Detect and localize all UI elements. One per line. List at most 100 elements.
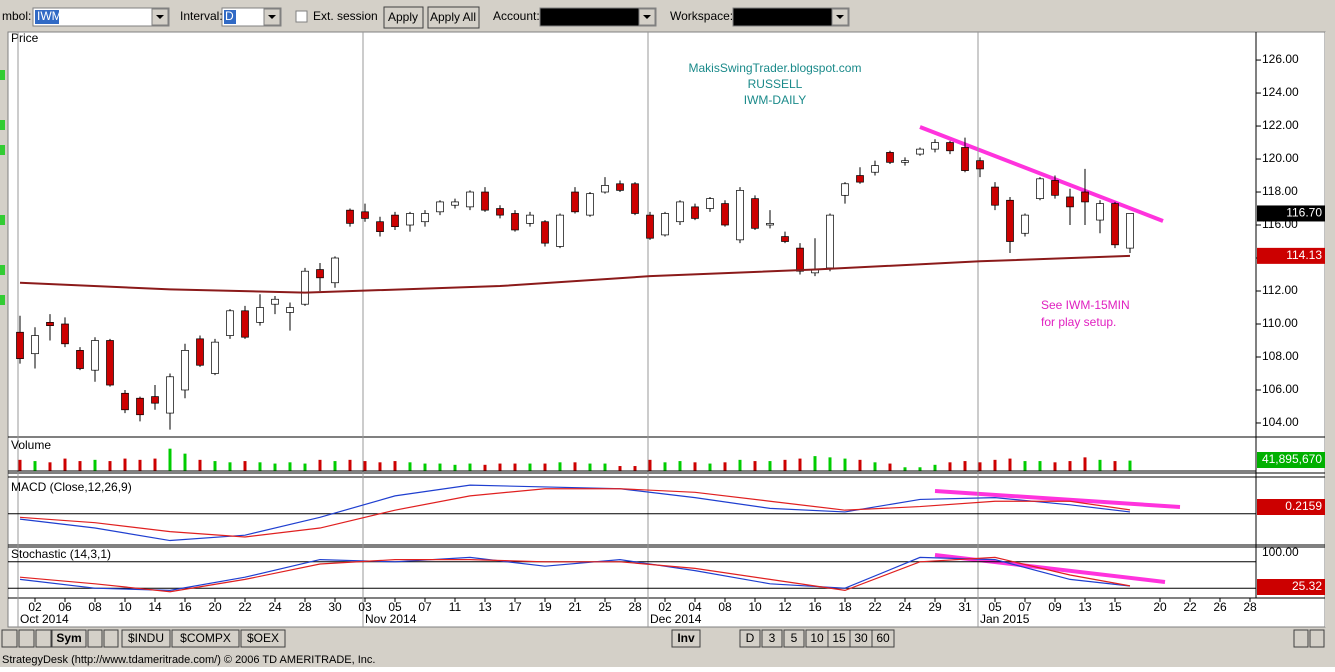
nav-button[interactable]: [103, 629, 119, 648]
nav-button[interactable]: [1, 629, 18, 648]
y-tick-label: 112.00: [1262, 283, 1298, 297]
selection: [224, 10, 236, 24]
candle-body: [826, 214, 834, 269]
candle-body: [931, 142, 939, 150]
candle-body: [676, 201, 684, 223]
panel-title: MACD (Close,12,26,9): [11, 480, 132, 494]
apply-button[interactable]: [383, 6, 424, 29]
tab-label[interactable]: Sym: [56, 631, 81, 645]
checkbox[interactable]: [295, 10, 308, 23]
candle-body: [106, 340, 114, 386]
volume-bar: [123, 458, 127, 471]
candle-body: [211, 341, 219, 374]
volume-bar: [903, 467, 907, 471]
workspace-box[interactable]: [732, 7, 850, 27]
symbol-box[interactable]: [32, 7, 170, 27]
volume-bar: [93, 459, 97, 471]
tab[interactable]: [51, 629, 87, 648]
volume-bar: [438, 463, 442, 471]
y-tick-label: 104.00: [1262, 415, 1299, 429]
value-label: 25.32: [1292, 579, 1322, 593]
nav-button[interactable]: [18, 629, 35, 648]
account-box[interactable]: [539, 7, 657, 27]
y-tick-label: 118.00: [1262, 184, 1298, 198]
candle-body: [451, 201, 459, 206]
candle-body: [166, 376, 174, 414]
nav-button[interactable]: [1309, 629, 1325, 648]
candle-body: [481, 191, 489, 211]
x-tick-label: 08: [718, 600, 732, 614]
tab[interactable]: [739, 629, 761, 648]
workspace-label: Workspace:: [670, 9, 733, 23]
x-tick-label: 13: [478, 600, 492, 614]
candle-body: [421, 213, 429, 223]
apply-all-button[interactable]: [427, 6, 480, 29]
apply-all-text[interactable]: Apply All: [430, 10, 476, 24]
ext-session[interactable]: Ext. session: [313, 9, 378, 23]
volume-bar: [783, 459, 787, 471]
tab-label[interactable]: $COMPX: [180, 631, 231, 645]
tab[interactable]: [783, 629, 805, 648]
x-tick-label: 10: [118, 600, 132, 614]
candle-body: [346, 209, 354, 224]
apply-text[interactable]: Apply: [388, 10, 418, 24]
selection: [35, 10, 59, 24]
candle-body: [871, 165, 879, 173]
candle-body: [241, 310, 249, 338]
x-tick-label: 11: [449, 600, 462, 614]
tab-label[interactable]: 5: [791, 631, 798, 645]
x-tick-label: 22: [1183, 600, 1197, 614]
volume-bar: [933, 464, 937, 471]
volume-bar: [843, 458, 847, 471]
y-tick-label: 122.00: [1262, 118, 1299, 132]
tab-label[interactable]: $INDU: [128, 631, 164, 645]
nav-button[interactable]: [87, 629, 103, 648]
volume-bar: [1068, 461, 1072, 471]
x-tick-label: 15: [1108, 600, 1122, 614]
tab[interactable]: [671, 629, 701, 648]
tab-label[interactable]: D: [746, 631, 755, 645]
candle-body: [616, 183, 624, 191]
candle-body: [1096, 203, 1104, 221]
candle-body: [721, 203, 729, 226]
tab[interactable]: [121, 629, 171, 648]
tab[interactable]: [171, 629, 240, 648]
value-label-box: [1257, 247, 1325, 264]
right-strip: [1325, 32, 1335, 627]
tab[interactable]: [761, 629, 783, 648]
x-tick-label: 19: [538, 600, 552, 614]
nav-button[interactable]: [35, 629, 52, 648]
volume-bar: [198, 459, 202, 471]
tab[interactable]: [240, 629, 286, 648]
y-tick-label: 120.00: [1262, 151, 1299, 165]
tab[interactable]: [871, 629, 895, 648]
y-tick-label: 124.00: [1262, 85, 1299, 99]
volume-bar: [243, 461, 247, 471]
tab-label[interactable]: $OEX: [247, 631, 279, 645]
volume-bar: [993, 459, 997, 471]
candle-body: [781, 236, 789, 242]
candle-body: [1111, 203, 1119, 246]
panel-title: Volume: [11, 438, 51, 452]
tab-label[interactable]: 10: [810, 631, 824, 645]
symbol-value[interactable]: IWM: [37, 9, 62, 23]
interval-value[interactable]: D: [225, 9, 234, 23]
moving-average: [19, 254, 1131, 294]
tab-label[interactable]: 3: [769, 631, 776, 645]
volume-bar: [543, 463, 547, 471]
x-tick-label: 26: [1213, 600, 1227, 614]
volume-bar: [963, 461, 967, 471]
candle-body: [91, 340, 99, 371]
tab-label[interactable]: 60: [876, 631, 890, 645]
x-tick-label: 08: [88, 600, 102, 614]
volume-bar: [768, 461, 772, 471]
candle-body: [31, 335, 39, 355]
tab-label[interactable]: Inv: [677, 631, 695, 645]
candle-body: [901, 160, 909, 163]
indicator-line: [19, 484, 1131, 542]
nav-button[interactable]: [1293, 629, 1309, 648]
candle-body: [61, 323, 69, 345]
tab-label[interactable]: 30: [854, 631, 868, 645]
x-tick-label: 20: [208, 600, 222, 614]
tab-label[interactable]: 15: [832, 631, 846, 645]
